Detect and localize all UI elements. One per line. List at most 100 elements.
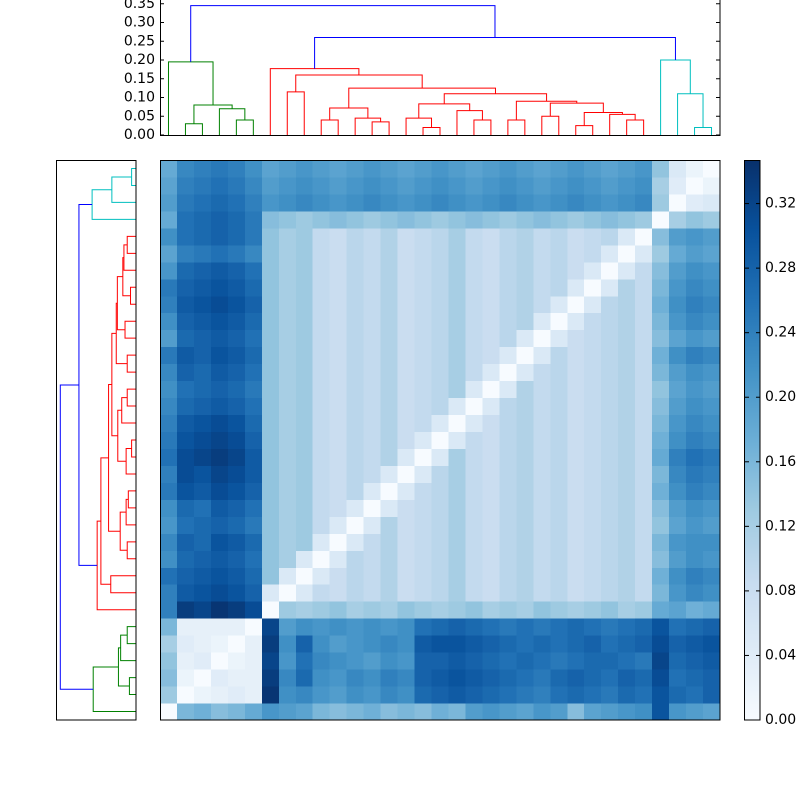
heatmap-cell — [176, 210, 195, 229]
heatmap-cell — [363, 635, 382, 653]
heatmap-cell — [499, 363, 517, 382]
heatmap-cell — [550, 499, 568, 517]
heatmap-cell — [635, 567, 653, 585]
heatmap-cell — [176, 363, 195, 382]
heatmap-cell — [601, 550, 619, 568]
heatmap-cell — [329, 635, 348, 653]
heatmap-cell — [261, 261, 280, 280]
heatmap-cell — [516, 584, 534, 602]
heatmap-cell — [227, 261, 246, 280]
heatmap-cell — [635, 533, 653, 551]
heatmap-cell — [380, 686, 399, 704]
heatmap-cell — [346, 210, 365, 229]
heatmap-cell — [227, 244, 246, 263]
y-tick-label: 0.05 — [124, 108, 155, 124]
heatmap-cell — [414, 431, 433, 449]
heatmap-cell — [635, 176, 653, 195]
heatmap-cell — [227, 669, 246, 687]
heatmap-cell — [601, 431, 619, 449]
heatmap-cell — [448, 312, 466, 331]
heatmap-cell — [448, 244, 466, 263]
dendrogram-link — [100, 457, 111, 585]
heatmap-cell — [669, 295, 687, 314]
heatmap-cell — [380, 635, 399, 653]
dendrogram-link — [115, 302, 128, 365]
heatmap-cell — [533, 669, 551, 687]
heatmap-cell — [618, 295, 636, 314]
heatmap-cell — [686, 295, 704, 314]
heatmap-cell — [703, 499, 721, 517]
heatmap-cell — [278, 346, 297, 365]
dendrogram-link — [78, 204, 98, 566]
heatmap-cell — [295, 210, 314, 229]
heatmap-cell — [652, 431, 670, 449]
heatmap-cell — [160, 567, 178, 585]
heatmap-cell — [380, 414, 399, 433]
heatmap-cell — [193, 380, 212, 399]
heatmap-cell — [482, 227, 500, 246]
heatmap-cell — [652, 465, 670, 483]
heatmap-cell — [601, 703, 619, 721]
heatmap-cell — [686, 244, 704, 263]
heatmap-cell — [312, 210, 331, 229]
heatmap-cell — [703, 414, 721, 433]
dendrogram-link — [549, 102, 604, 117]
heatmap-cell — [499, 414, 517, 433]
heatmap-cell — [210, 465, 229, 483]
heatmap-cell — [261, 414, 280, 433]
heatmap-cell — [516, 499, 534, 517]
heatmap-cell — [567, 448, 585, 466]
heatmap-cell — [295, 346, 314, 365]
heatmap-cell — [312, 669, 331, 687]
heatmap-cell — [516, 550, 534, 568]
heatmap-cell — [618, 584, 636, 602]
heatmap-cell — [516, 312, 534, 331]
heatmap-cell — [397, 601, 416, 619]
heatmap-cell — [261, 244, 280, 263]
heatmap-cell — [176, 431, 195, 449]
heatmap-cell — [601, 160, 619, 178]
heatmap-cell — [397, 244, 416, 263]
heatmap-cell — [193, 278, 212, 297]
heatmap-cell — [482, 346, 500, 365]
heatmap-cell — [601, 193, 619, 212]
heatmap-cell — [329, 669, 348, 687]
heatmap-cell — [448, 346, 466, 365]
heatmap-cell — [669, 567, 687, 585]
heatmap-cell — [669, 278, 687, 297]
heatmap-cell — [584, 652, 602, 670]
heatmap-cell — [261, 295, 280, 314]
heatmap-cell — [584, 431, 602, 449]
heatmap-cell — [550, 210, 568, 229]
heatmap-cell — [160, 295, 178, 314]
heatmap-cell — [652, 295, 670, 314]
heatmap-cell — [601, 465, 619, 483]
heatmap-cell — [686, 533, 704, 551]
heatmap-cell — [448, 295, 466, 314]
heatmap-cell — [686, 431, 704, 449]
heatmap-cell — [431, 227, 449, 246]
dendrogram-link — [126, 354, 136, 373]
heatmap-cell — [448, 193, 466, 212]
heatmap-cell — [601, 533, 619, 551]
heatmap-cell — [686, 516, 704, 534]
heatmap-cell — [193, 635, 212, 653]
heatmap-cell — [703, 567, 721, 585]
heatmap-cell — [601, 652, 619, 670]
heatmap-cell — [227, 295, 246, 314]
heatmap-cell — [482, 482, 500, 500]
heatmap-cell — [363, 652, 382, 670]
heatmap-cell — [414, 210, 433, 229]
heatmap-cell — [176, 397, 195, 416]
heatmap-cell — [414, 312, 433, 331]
heatmap-cell — [346, 635, 365, 653]
heatmap-cell — [601, 261, 619, 280]
heatmap-cell — [312, 533, 331, 551]
heatmap-cell — [363, 414, 382, 433]
heatmap-cell — [618, 567, 636, 585]
heatmap-cell — [261, 465, 280, 483]
heatmap-cell — [652, 160, 670, 178]
heatmap-cell — [499, 397, 517, 416]
dendrogram-link — [110, 575, 136, 594]
heatmap-cell — [160, 635, 178, 653]
